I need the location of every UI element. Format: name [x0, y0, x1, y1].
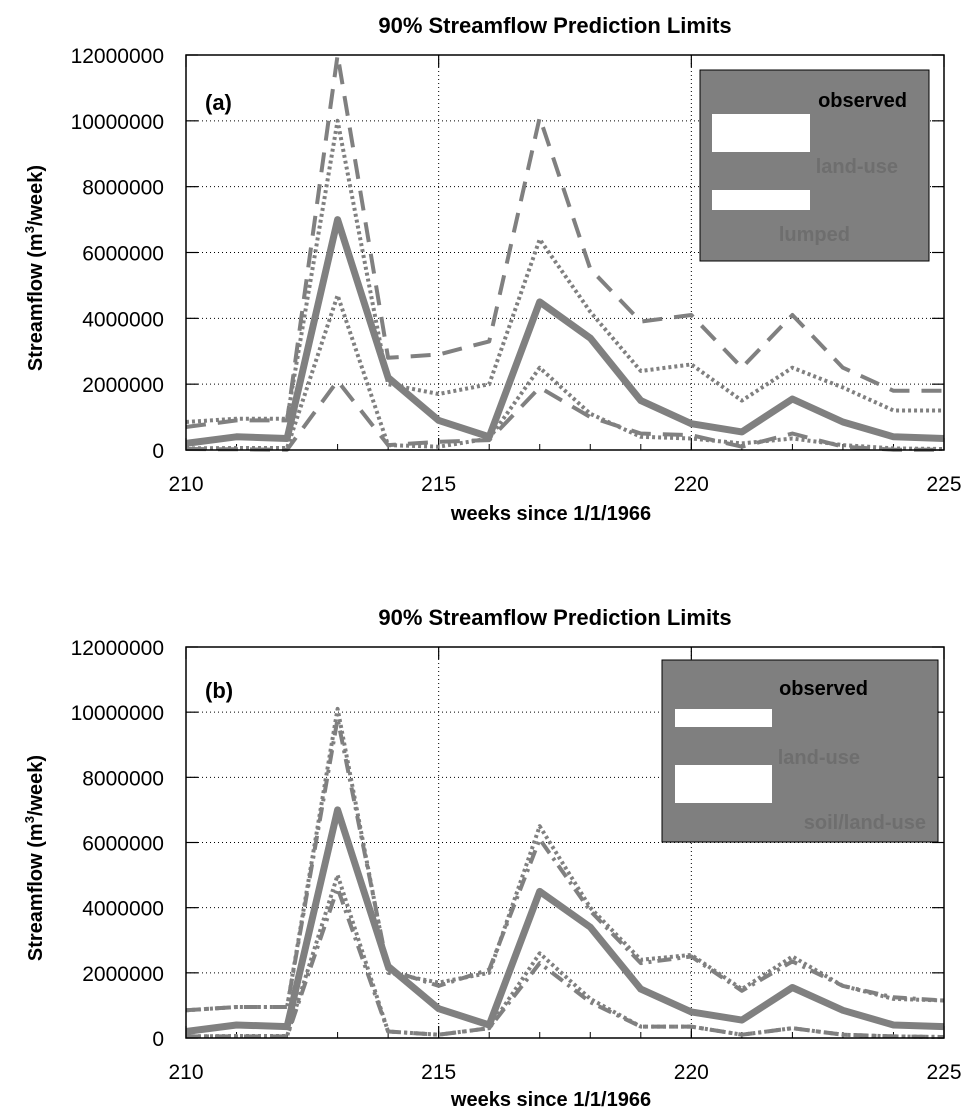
- legend-swatch-land-use: [675, 709, 772, 727]
- x-tick-label: 225: [926, 1061, 961, 1084]
- legend-box: [661, 659, 939, 843]
- series-line-soil-land-use-lower: [186, 886, 945, 1039]
- legend-label-observed: observed: [818, 90, 907, 112]
- chart-title: 90% Streamflow Prediction Limits: [378, 605, 731, 630]
- panel-label: (a): [205, 90, 232, 115]
- chart-panel-b: 90% Streamflow Prediction Limits 0 200000…: [22, 605, 962, 1110]
- y-tick-label: 0: [152, 440, 164, 463]
- y-tick-label: 6000000: [82, 833, 164, 856]
- legend: observed land-use soil/land-use: [661, 659, 939, 843]
- y-tick-label: 6000000: [82, 243, 164, 266]
- plot-frame: [185, 646, 945, 1039]
- legend-swatch-land-use: [712, 114, 810, 152]
- legend-box: [699, 69, 930, 262]
- x-axis-label: weeks since 1/1/1966: [450, 503, 651, 525]
- chart-title: 90% Streamflow Prediction Limits: [378, 13, 731, 38]
- series-line-land-use-upper: [185, 118, 944, 424]
- legend-label-soil-land-use: soil/land-use: [804, 812, 926, 834]
- series-line-land-use-lower: [185, 293, 945, 451]
- legend-label-land-use: land-use: [778, 747, 860, 769]
- series-line-lumped-upper: [185, 53, 944, 429]
- series-line-observed-observed: [185, 216, 945, 447]
- y-tick-label: 12000000: [71, 637, 164, 660]
- x-tick-label: 210: [168, 473, 203, 496]
- x-tick-label: 220: [674, 1061, 709, 1084]
- plot-frame: [185, 54, 945, 451]
- series-line-soil-land-use-upper: [185, 716, 945, 1013]
- y-tick-label: 0: [152, 1028, 164, 1051]
- y-tick-label: 10000000: [71, 702, 164, 725]
- series-line-observed-observed: [185, 806, 945, 1035]
- y-axis-label: Streamflow (m3/week): [22, 755, 47, 961]
- legend-label-observed: observed: [779, 678, 868, 700]
- x-tick-label: 210: [168, 1061, 203, 1084]
- panel-label: (b): [205, 678, 233, 703]
- y-tick-label: 4000000: [82, 898, 164, 921]
- y-tick-label: 4000000: [82, 308, 164, 331]
- y-tick-label: 8000000: [82, 767, 164, 790]
- x-tick-label: 225: [926, 473, 961, 496]
- x-tick-label: 215: [421, 473, 456, 496]
- legend-swatch-soil-land-use: [675, 765, 772, 803]
- legend-label-land-use: land-use: [816, 156, 898, 178]
- y-tick-label: 10000000: [71, 111, 164, 134]
- y-tick-label: 8000000: [82, 177, 164, 200]
- x-tick-label: 220: [674, 473, 709, 496]
- legend-label-lumped: lumped: [779, 224, 850, 246]
- x-axis-label: weeks since 1/1/1966: [450, 1089, 651, 1110]
- series-line-lumped-lower: [185, 378, 944, 452]
- legend: observed land-use lumped: [699, 69, 930, 262]
- y-axis-label: Streamflow (m3/week): [22, 165, 47, 371]
- y-tick-label: 12000000: [71, 45, 164, 68]
- x-tick-label: 215: [421, 1061, 456, 1084]
- y-tick-label: 2000000: [82, 963, 164, 986]
- chart-panel-a: 90% Streamflow Prediction Limits 0 200000…: [22, 13, 962, 525]
- legend-swatch-lumped: [712, 190, 810, 210]
- series-line-land-use-lower: [185, 873, 945, 1039]
- y-tick-label: 2000000: [82, 374, 164, 397]
